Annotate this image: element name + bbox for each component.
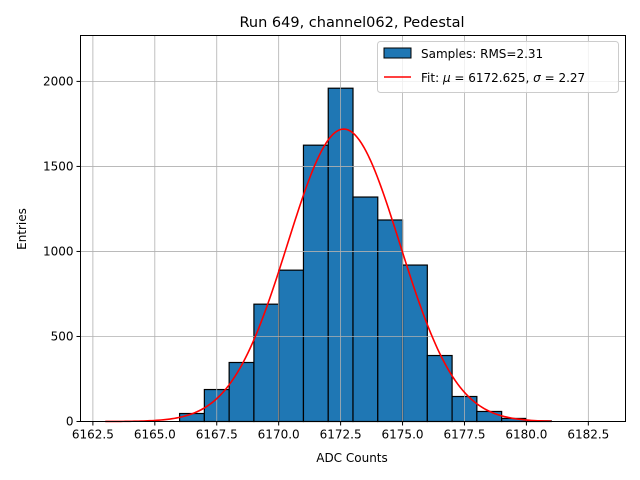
y-tick-label: 1000 — [43, 244, 74, 258]
bars — [178, 87, 552, 423]
histogram-bar — [302, 144, 329, 423]
legend-samples-label: Samples: RMS=2.31 — [421, 47, 543, 61]
y-tick-label: 2000 — [43, 74, 74, 88]
x-tick-label: 6182.5 — [567, 428, 609, 442]
x-tick-label: 6180.0 — [505, 428, 547, 442]
histogram-bar — [352, 196, 379, 423]
legend-samples-swatch — [383, 47, 412, 59]
legend-box — [377, 41, 619, 93]
y-tick-label: 0 — [66, 415, 74, 429]
x-tick-label: 6165.0 — [134, 428, 176, 442]
histogram-bar — [426, 354, 453, 423]
histogram-bar — [253, 303, 280, 423]
x-axis-ticks: 6162.5 6165.0 6167.5 6170.0 6172.5 6175.0 6177… — [72, 421, 609, 442]
chart-title: Run 649, channel062, Pedestal — [239, 15, 464, 31]
x-tick-label: 6172.5 — [320, 428, 362, 442]
y-tick-label: 500 — [51, 329, 74, 343]
histogram-bar — [178, 412, 205, 423]
y-axis-ticks: 0 500 1000 1500 2000 — [43, 74, 81, 429]
histogram-bar — [377, 219, 404, 423]
x-tick-label: 6162.5 — [72, 428, 114, 442]
x-tick-label: 6170.0 — [258, 428, 300, 442]
x-tick-label: 6167.5 — [196, 428, 238, 442]
legend-fit-label: Fit: μ = 6172.625, σ = 2.27 — [421, 71, 585, 85]
plot-frame — [80, 35, 626, 422]
histogram-bar — [401, 264, 428, 423]
histogram-bar — [228, 361, 255, 423]
fit-curve — [105, 128, 552, 423]
y-tick-label: 1500 — [43, 159, 74, 173]
x-tick-label: 6177.5 — [443, 428, 485, 442]
y-axis-label: Entries — [15, 208, 29, 250]
x-tick-label: 6175.0 — [382, 428, 424, 442]
legend: Samples: RMS=2.31 Fit: μ = 6172.625, σ =… — [377, 41, 619, 93]
x-axis-label: ADC Counts — [316, 451, 388, 465]
histogram-bar — [278, 269, 305, 423]
histogram-bar — [476, 410, 503, 423]
